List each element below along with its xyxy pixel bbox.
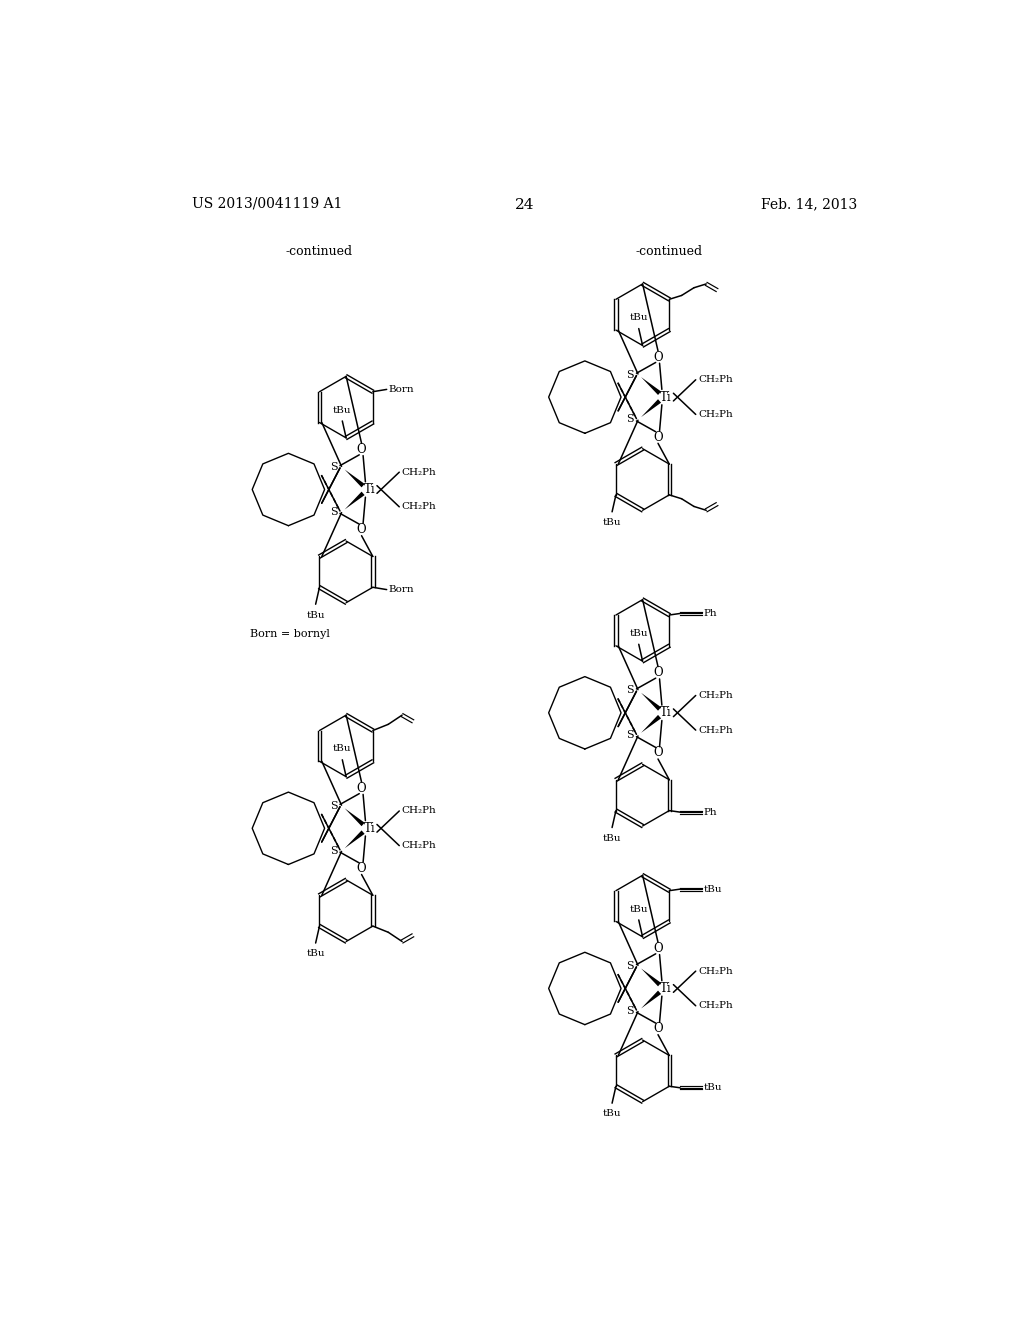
Text: Ti: Ti bbox=[659, 391, 672, 404]
Text: US 2013/0041119 A1: US 2013/0041119 A1 bbox=[193, 197, 343, 211]
Text: O: O bbox=[356, 862, 367, 875]
Text: CH₂Ph: CH₂Ph bbox=[401, 467, 436, 477]
Text: tBu: tBu bbox=[333, 744, 351, 754]
Polygon shape bbox=[345, 470, 365, 487]
Polygon shape bbox=[641, 693, 662, 710]
Text: -continued: -continued bbox=[636, 246, 703, 259]
Polygon shape bbox=[345, 808, 365, 826]
Text: CH₂Ph: CH₂Ph bbox=[698, 726, 733, 735]
Text: S: S bbox=[627, 685, 634, 696]
Text: O: O bbox=[356, 444, 367, 455]
Text: S: S bbox=[330, 462, 338, 473]
Text: Ph: Ph bbox=[703, 609, 718, 618]
Text: S: S bbox=[330, 801, 338, 810]
Text: Ti: Ti bbox=[364, 483, 375, 496]
Text: 24: 24 bbox=[515, 198, 535, 213]
Text: S: S bbox=[627, 961, 634, 972]
Text: CH₂Ph: CH₂Ph bbox=[698, 966, 733, 975]
Text: CH₂Ph: CH₂Ph bbox=[401, 807, 436, 816]
Text: tBu: tBu bbox=[703, 884, 723, 894]
Text: O: O bbox=[653, 746, 663, 759]
Text: CH₂Ph: CH₂Ph bbox=[401, 503, 436, 511]
Text: -continued: -continued bbox=[286, 246, 353, 259]
Text: CH₂Ph: CH₂Ph bbox=[698, 411, 733, 418]
Text: CH₂Ph: CH₂Ph bbox=[698, 690, 733, 700]
Text: O: O bbox=[653, 1022, 663, 1035]
Text: O: O bbox=[653, 351, 663, 363]
Text: Ti: Ti bbox=[659, 706, 672, 719]
Text: Ph: Ph bbox=[703, 808, 718, 817]
Text: CH₂Ph: CH₂Ph bbox=[401, 841, 436, 850]
Text: O: O bbox=[653, 667, 663, 680]
Text: S: S bbox=[627, 414, 634, 425]
Text: tBu: tBu bbox=[630, 630, 648, 638]
Text: O: O bbox=[356, 781, 367, 795]
Text: tBu: tBu bbox=[306, 611, 325, 619]
Polygon shape bbox=[641, 378, 662, 395]
Text: CH₂Ph: CH₂Ph bbox=[698, 375, 733, 384]
Polygon shape bbox=[641, 715, 662, 733]
Polygon shape bbox=[345, 830, 365, 849]
Text: tBu: tBu bbox=[703, 1084, 723, 1092]
Text: tBu: tBu bbox=[306, 949, 325, 958]
Text: S: S bbox=[627, 1006, 634, 1016]
Text: tBu: tBu bbox=[630, 904, 648, 913]
Text: Feb. 14, 2013: Feb. 14, 2013 bbox=[761, 197, 857, 211]
Polygon shape bbox=[641, 969, 662, 986]
Text: O: O bbox=[653, 430, 663, 444]
Text: S: S bbox=[627, 370, 634, 380]
Text: tBu: tBu bbox=[630, 313, 648, 322]
Text: CH₂Ph: CH₂Ph bbox=[698, 1002, 733, 1010]
Text: S: S bbox=[627, 730, 634, 741]
Text: O: O bbox=[653, 942, 663, 954]
Text: O: O bbox=[356, 523, 367, 536]
Text: Ti: Ti bbox=[659, 982, 672, 995]
Text: S: S bbox=[330, 846, 338, 855]
Text: S: S bbox=[330, 507, 338, 517]
Text: Born: Born bbox=[388, 585, 414, 594]
Polygon shape bbox=[345, 491, 365, 510]
Text: Born: Born bbox=[388, 385, 414, 393]
Text: Ti: Ti bbox=[364, 822, 375, 834]
Text: tBu: tBu bbox=[603, 519, 622, 527]
Polygon shape bbox=[641, 990, 662, 1008]
Text: tBu: tBu bbox=[603, 834, 622, 842]
Text: Born = bornyl: Born = bornyl bbox=[250, 630, 330, 639]
Polygon shape bbox=[641, 399, 662, 417]
Text: tBu: tBu bbox=[333, 405, 351, 414]
Text: tBu: tBu bbox=[603, 1110, 622, 1118]
